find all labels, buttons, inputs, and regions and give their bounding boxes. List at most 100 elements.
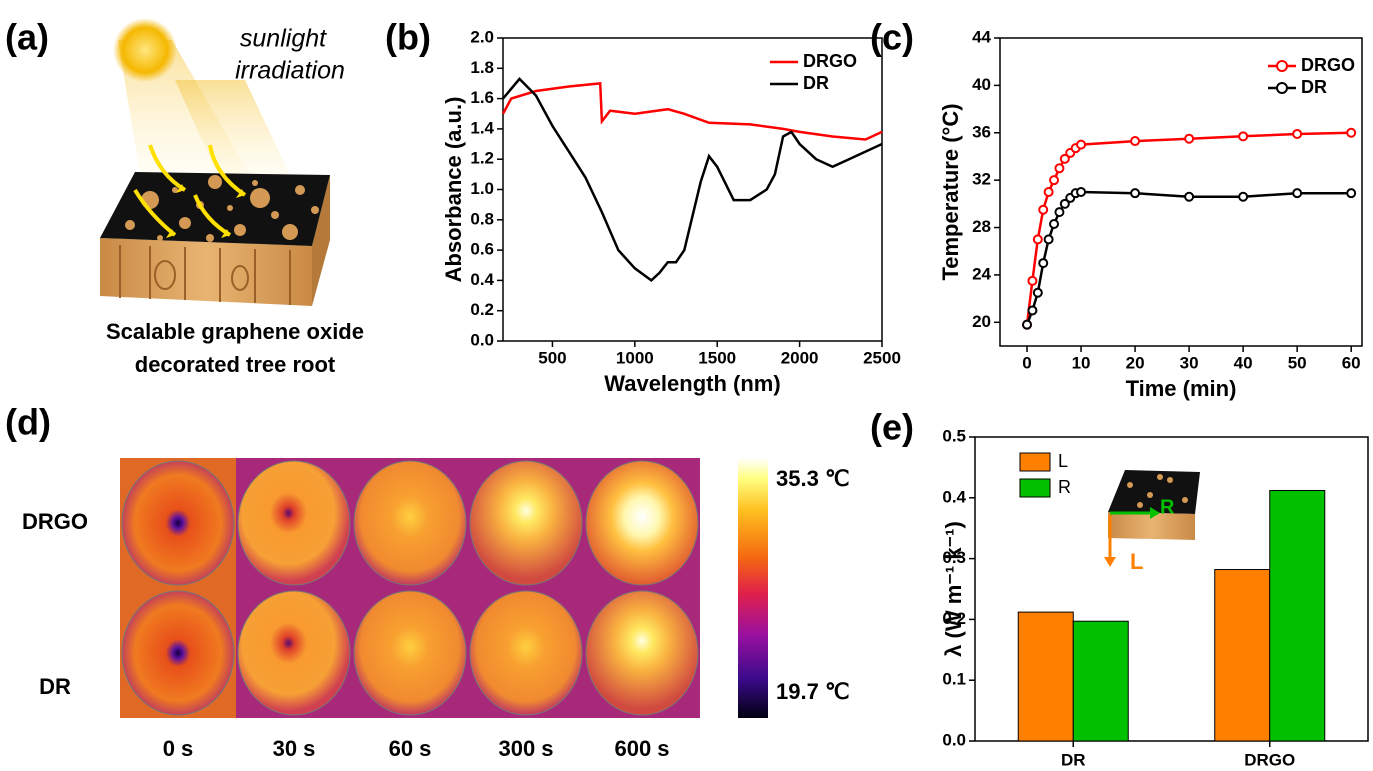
point [1130,136,1141,147]
series-line [501,82,883,141]
arrow-heads [166,184,245,238]
colorbar-max: 35.3 ℃ [776,466,850,491]
inset-pore [1182,497,1188,503]
y-tick-label: 20 [972,312,991,331]
point [1027,305,1038,316]
legend-label: DR [1301,77,1327,97]
point [1346,127,1357,138]
point [1032,234,1043,245]
annotation: irradiation [235,57,345,85]
bar [1072,620,1129,742]
inset-wood [1108,512,1195,540]
y-tick-label: 0.4 [942,487,966,506]
y-tick-label: 32 [972,170,991,189]
point [1130,188,1141,199]
y-axis-title: λ (W m⁻¹ k⁻¹) [941,521,966,657]
column-label: 300 s [498,736,553,761]
wood-grain [119,245,291,305]
illustration [100,18,330,306]
thermal-sample [469,590,583,716]
legend-label: DR [803,73,829,93]
thermal-sample [237,590,351,716]
y-tick-label: 1.2 [470,149,494,168]
column-label: 600 s [614,736,669,761]
legend-swatch [1019,452,1051,472]
point [1027,275,1038,286]
inset-pore [1167,477,1173,483]
thermal-sample [585,590,699,716]
point [1049,218,1060,229]
bar [1269,490,1326,742]
inset-pore [1137,502,1143,508]
y-tick-label: 0.3 [942,548,966,567]
x-tick-label: 30 [1180,353,1199,372]
y-tick-label: 1.8 [470,58,494,77]
inset-label: R [1160,496,1175,518]
panel-label: (c) [870,17,914,58]
legend-marker [1276,60,1288,72]
legend-swatch [1019,478,1051,498]
row-label: DR [39,674,71,699]
column-label: 0 s [163,736,194,761]
thermal-sample [353,460,467,586]
point [1184,191,1195,202]
point [1043,187,1054,197]
panel-label: (a) [5,17,49,58]
colorbar [738,458,768,718]
colorbar-min: 19.7 ℃ [776,679,850,704]
y-tick-label: 1.4 [470,118,494,137]
column-label: 60 s [389,736,432,761]
inset-arrowhead [1150,507,1160,519]
x-axis-title: Time (min) [1126,376,1237,401]
panel-label: (e) [870,407,914,448]
point [1238,191,1249,202]
x-tick-label: 1000 [616,348,654,367]
legend-label: R [1058,477,1071,497]
y-axis-title: Absorbance (a.u.) [441,97,466,283]
y-tick-label: 0.2 [470,300,494,319]
caption: Scalable graphene oxide [106,319,364,344]
inset-pore [1147,492,1153,498]
thermal-sample [237,460,351,586]
series-line [1025,131,1352,325]
thermal-sample [353,590,467,716]
x-tick-label: 60 [1342,353,1361,372]
point [1292,188,1303,199]
legend-marker [1276,82,1288,94]
point [1059,198,1070,209]
bar [1214,569,1271,742]
point [1043,234,1054,245]
y-tick-label: 0.5 [942,426,966,445]
point [1076,139,1087,150]
point [1049,175,1060,186]
plot-frame [999,37,1363,347]
light-beam [175,80,290,180]
point [1346,188,1357,199]
pores [125,175,319,242]
y-tick-label: 40 [972,75,991,94]
y-tick-label: 0.2 [942,609,966,628]
panel-label: (d) [5,402,51,443]
y-tick-label: 0.1 [942,670,966,689]
inset-label: L [1130,549,1143,574]
thermal-sample [469,460,583,586]
y-tick-label: 44 [972,27,991,46]
y-tick-label: 1.0 [470,179,494,198]
panel-label: (b) [385,17,431,58]
point [1059,153,1070,164]
inset-top [1108,470,1200,514]
y-axis-title: Temperature (°C) [938,103,963,280]
series-line [502,77,883,283]
x-tick-label: DR [1061,750,1086,769]
point [1076,187,1087,197]
point [1038,258,1049,269]
legend-label: DRGO [1301,55,1355,75]
y-tick-label: 1.6 [470,88,494,107]
point [1184,133,1195,144]
x-tick-label: 20 [1126,353,1145,372]
thermal-sample [121,460,235,586]
y-tick-label: 2.0 [470,27,494,46]
point [1032,287,1043,298]
point [1238,131,1249,142]
plot-frame [974,436,1369,742]
